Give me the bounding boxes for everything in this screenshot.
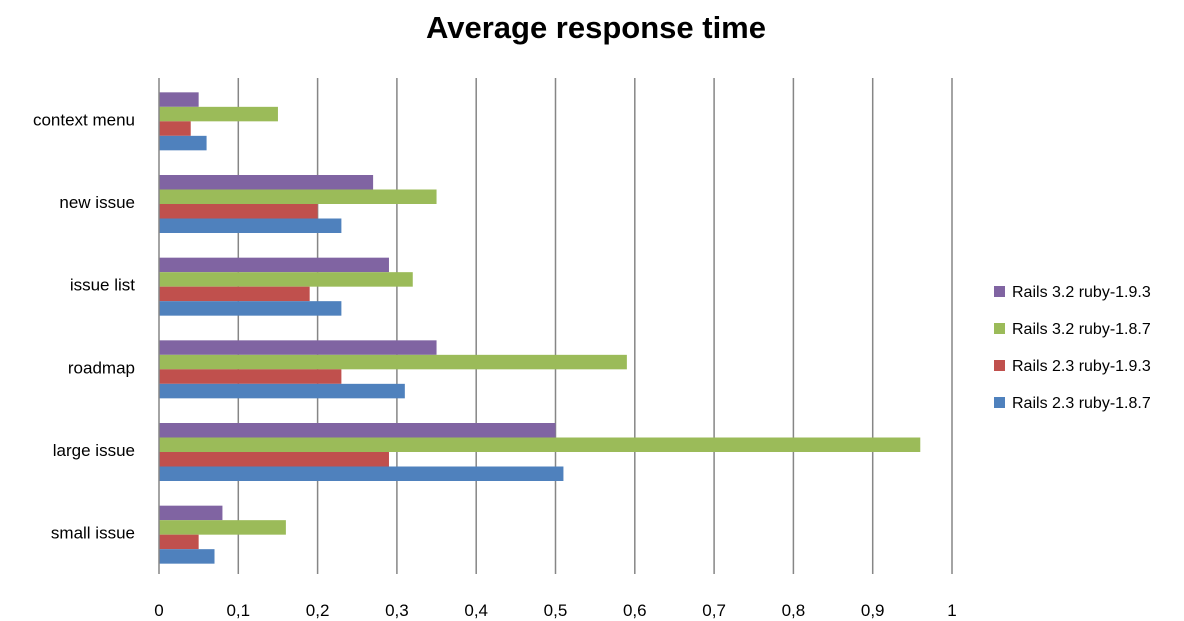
bar-rails-2-3-ruby-1-9-3-large-issue <box>159 452 389 467</box>
grid-lines <box>237 78 953 574</box>
legend: Rails 3.2 ruby-1.9.3 Rails 3.2 ruby-1.8.7… <box>994 284 1151 412</box>
legend-label: Rails 3.2 ruby-1.8.7 <box>1012 321 1151 338</box>
x-tick-label: 0,4 <box>464 601 488 620</box>
bar-rails-2-3-ruby-1-8-7-new-issue <box>159 218 342 233</box>
bar-rails-2-3-ruby-1-9-3-context-menu <box>159 121 191 136</box>
x-tick-label: 0,2 <box>306 601 330 620</box>
x-tick-labels: 0 0,1 0,2 0,3 0,4 0,5 0,6 0,7 0,8 0,9 1 <box>154 601 956 620</box>
bar-rails-3-2-ruby-1-8-7-issue-list <box>159 272 413 287</box>
bar-rails-3-2-ruby-1-8-7-roadmap <box>159 354 627 370</box>
category-label: small issue <box>51 524 135 543</box>
x-tick-label: 0,7 <box>702 601 726 620</box>
legend-swatch <box>994 323 1005 334</box>
bar-rails-2-3-ruby-1-9-3-new-issue <box>159 204 318 219</box>
bar-rails-3-2-ruby-1-9-3-context-menu <box>159 92 199 107</box>
legend-label: Rails 2.3 ruby-1.8.7 <box>1012 395 1151 412</box>
bar-rails-2-3-ruby-1-9-3-small-issue <box>159 534 199 550</box>
bar-rails-2-3-ruby-1-8-7-context-menu <box>159 135 207 151</box>
x-tick-label: 0,3 <box>385 601 409 620</box>
bar-rails-3-2-ruby-1-9-3-new-issue <box>159 175 374 190</box>
category-label: roadmap <box>68 358 135 377</box>
chart-title: Average response time <box>426 10 766 45</box>
bar-rails-3-2-ruby-1-9-3-issue-list <box>159 257 389 273</box>
bar-rails-2-3-ruby-1-9-3-issue-list <box>159 286 310 302</box>
x-tick-label: 0 <box>154 601 163 620</box>
x-tick-label: 0,9 <box>861 601 885 620</box>
bar-rails-2-3-ruby-1-8-7-small-issue <box>159 549 215 564</box>
category-label: new issue <box>59 193 135 212</box>
x-tick-label: 0,1 <box>226 601 250 620</box>
bar-rails-2-3-ruby-1-8-7-large-issue <box>159 466 564 481</box>
bar-rails-2-3-ruby-1-8-7-issue-list <box>159 301 342 316</box>
x-tick-label: 1 <box>947 601 956 620</box>
bar-rails-2-3-ruby-1-9-3-roadmap <box>159 369 342 384</box>
x-tick-label: 0,5 <box>544 601 568 620</box>
x-tick-label: 0,6 <box>623 601 647 620</box>
category-label: context menu <box>33 110 135 129</box>
bar-rails-3-2-ruby-1-8-7-large-issue <box>159 437 921 452</box>
bar-rails-3-2-ruby-1-9-3-large-issue <box>159 423 556 438</box>
category-label: large issue <box>53 441 135 460</box>
legend-swatch <box>994 286 1005 297</box>
category-label: issue list <box>70 276 135 295</box>
legend-swatch <box>994 360 1005 371</box>
legend-label: Rails 2.3 ruby-1.9.3 <box>1012 358 1151 375</box>
legend-swatch <box>994 397 1005 408</box>
bar-rails-3-2-ruby-1-8-7-new-issue <box>159 189 437 204</box>
bar-rails-2-3-ruby-1-8-7-roadmap <box>159 383 405 399</box>
legend-label: Rails 3.2 ruby-1.9.3 <box>1012 284 1151 301</box>
bar-rails-3-2-ruby-1-9-3-roadmap <box>159 340 437 355</box>
bar-rails-3-2-ruby-1-9-3-small-issue <box>159 505 223 521</box>
category-labels: context menu new issue issue list roadmap la… <box>33 110 135 542</box>
x-tick-label: 0,8 <box>782 601 806 620</box>
bar-rails-3-2-ruby-1-8-7-small-issue <box>159 520 286 535</box>
bars <box>159 92 921 564</box>
bar-rails-3-2-ruby-1-8-7-context-menu <box>159 106 278 122</box>
